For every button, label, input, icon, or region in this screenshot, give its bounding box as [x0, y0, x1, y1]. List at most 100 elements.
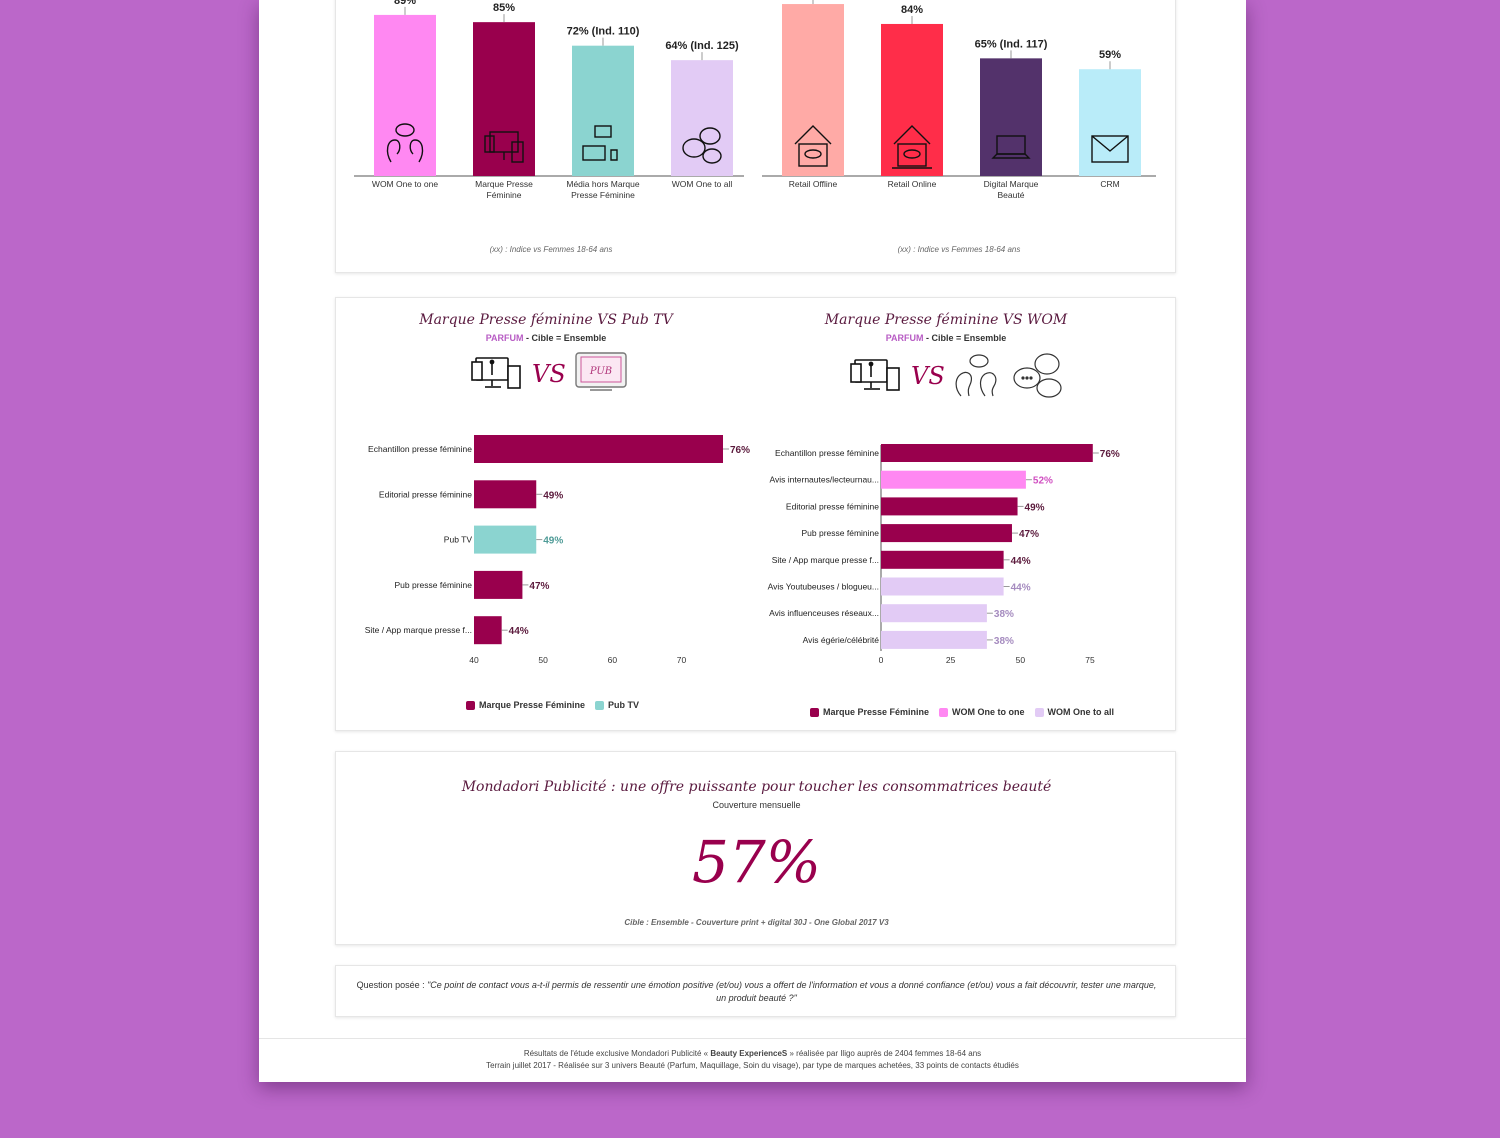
- hbar-group: Site / App marque presse f... 44%: [772, 550, 1031, 569]
- right-vs-text: VS: [911, 362, 945, 390]
- media-tv-like-icon: [582, 125, 618, 161]
- legend-label: Marque Presse Féminine: [823, 707, 930, 717]
- legend-item-marque-presse-feminine[interactable]: Marque Presse Féminine: [810, 707, 929, 717]
- hbar-group: Echantillon presse féminine 76%: [368, 435, 750, 463]
- right-chart-subtitle: PARFUM - Cible = Ensemble: [776, 333, 1116, 343]
- legend-label: Pub TV: [608, 700, 640, 710]
- hbar-group: Editorial presse féminine 49%: [786, 497, 1045, 516]
- value-label: 49%: [543, 536, 563, 547]
- left-header-icons: VS PUB: [471, 352, 627, 391]
- legend-label: WOM One to one: [952, 707, 1025, 717]
- category-label: Presse Féminine: [571, 190, 635, 200]
- left-legend: Marque Presse Féminine Pub TV: [466, 700, 639, 710]
- category-label: Féminine: [487, 190, 522, 200]
- x-tick-label: 25: [946, 655, 956, 665]
- legend-item-marque-presse-feminine[interactable]: Marque Presse Féminine: [466, 700, 585, 710]
- value-label: 84%: [901, 4, 923, 16]
- question-label: Question posée :: [356, 980, 428, 990]
- left-chart-title: Marque Presse féminine VS Pub TV: [419, 312, 673, 328]
- value-label: 64% (Ind. 125): [665, 40, 739, 52]
- value-label: 38%: [994, 636, 1014, 647]
- online-store-icon: [892, 125, 932, 169]
- hbar-group: Echantillon presse féminine 76%: [775, 444, 1120, 462]
- question-body: "Ce point de contact vous a-t-il permis …: [427, 980, 1157, 1003]
- category-label: Avis internautes/lecteurnau...: [770, 475, 879, 485]
- value-label: 65% (Ind. 117): [975, 38, 1048, 50]
- hbar-group: Avis influenceuses réseaux... 38%: [769, 604, 1014, 623]
- right-subtitle-rest: - Cible = Ensemble: [923, 333, 1007, 343]
- value-label: 72% (Ind. 110): [567, 26, 640, 38]
- legend-item-pub-tv[interactable]: Pub TV: [595, 700, 639, 710]
- category-label: Echantillon presse féminine: [775, 448, 879, 458]
- conversation-faces-icon: [955, 354, 997, 397]
- footer-line-2: Terrain juillet 2017 - Réalisée sur 3 un…: [486, 1061, 1019, 1070]
- category-label: Site / App marque presse f...: [772, 555, 879, 565]
- x-tick-label: 0: [879, 655, 884, 665]
- report-sheet: 89% WOM One to one 85% Marque Presse Féminin…: [259, 0, 1246, 1082]
- category-label: Pub TV: [444, 535, 473, 545]
- speech-bubbles-icon: [1013, 353, 1062, 398]
- x-tick-label: 60: [608, 655, 618, 665]
- bar-crm: [1079, 69, 1141, 176]
- category-label: WOM One to all: [672, 179, 733, 189]
- footer-line-1-bold: Beauty ExperienceS: [710, 1049, 788, 1058]
- hbar-echantillon-presse-feminine: [474, 435, 723, 463]
- bar-group-wom-one-to-one: 89% WOM One to one: [372, 0, 438, 189]
- value-label: 76%: [1100, 449, 1120, 460]
- category-label: Avis influenceuses réseaux...: [769, 608, 879, 618]
- coverage-card: Mondadori Publicité : une offre puissant…: [335, 751, 1176, 945]
- tv-pub-icon: PUB: [575, 352, 627, 391]
- category-label: WOM One to one: [372, 179, 438, 189]
- category-label: Avis Youtubeuses / blogueu...: [768, 582, 879, 592]
- bar-group-crm: 59% CRM: [1079, 49, 1141, 189]
- hbar-group: Pub TV 49%: [444, 525, 563, 554]
- x-tick-label: 50: [1016, 655, 1026, 665]
- category-label: Editorial presse féminine: [786, 501, 879, 511]
- category-label: Pub presse féminine: [395, 580, 473, 590]
- legend-swatch: [466, 700, 475, 710]
- hbar-editorial-presse-feminine: [474, 480, 537, 509]
- bar-group-retail-offline: 95%Retail Offline: [782, 0, 844, 189]
- category-label: Editorial presse féminine: [379, 489, 472, 499]
- legend-label: Marque Presse Féminine: [479, 700, 586, 710]
- footer-line-1-pre: Résultats de l'étude exclusive Mondadori…: [523, 1049, 711, 1058]
- value-label: 44%: [1011, 556, 1031, 567]
- coverage-value: 57%: [692, 828, 821, 896]
- value-label: 47%: [1019, 529, 1039, 540]
- legend-swatch: [939, 707, 949, 717]
- value-label: 49%: [1025, 502, 1045, 513]
- category-label: Marque Presse: [475, 179, 533, 189]
- bar-wom-one-to-all: [671, 60, 733, 176]
- x-tick-label: 40: [469, 655, 479, 665]
- category-label: Pub presse féminine: [802, 528, 880, 538]
- legend-item-wom-one-to-one[interactable]: WOM One to one: [939, 707, 1025, 717]
- top-left-note: (xx) : Indice vs Femmes 18-64 ans: [489, 245, 613, 254]
- question-card: Question posée : "Ce point de contact vo…: [335, 965, 1176, 1017]
- hbar-avis-youtubeuses-blogueu: [881, 577, 1004, 596]
- category-label: Retail Online: [888, 179, 937, 189]
- conversation-faces-icon: [386, 123, 424, 163]
- bar-retail-online: [881, 23, 943, 177]
- left-subtitle-accent: PARFUM: [485, 333, 524, 343]
- value-label: 44%: [509, 626, 529, 637]
- right-chart-title: Marque Presse féminine VS WOM: [824, 312, 1068, 328]
- hbar-group: Avis Youtubeuses / blogueu... 44%: [768, 577, 1031, 596]
- hbar-pub-presse-feminine: [474, 570, 523, 599]
- top-left-bar-chart: 89% WOM One to one 85% Marque PresseFéminin…: [354, 0, 744, 200]
- bar-marque-presse-feminine: [473, 22, 535, 177]
- hbar-pub-tv: [474, 525, 537, 554]
- right-horizontal-chart: 0 25 50 75 Echantillon presse féminine 76% Avi…: [768, 444, 1120, 665]
- bar-retail-offline: [782, 4, 844, 176]
- category-label: Avis égérie/célébrité: [803, 635, 880, 645]
- x-tick-label: 50: [538, 655, 548, 665]
- top-right-note: (xx) : Indice vs Femmes 18-64 ans: [897, 245, 1021, 254]
- left-chart-subtitle: PARFUM - Cible = Ensemble: [376, 333, 716, 343]
- hbar-group: Pub presse féminine 47%: [395, 570, 550, 599]
- value-label: 49%: [543, 490, 563, 501]
- category-label: Média hors Marque: [566, 179, 640, 189]
- footer-line-1-post: » réalisée par Iligo auprès de 2404 femm…: [787, 1049, 982, 1058]
- legend-item-wom-one-to-all[interactable]: WOM One to all: [1034, 707, 1114, 717]
- hbar-group: Editorial presse féminine 49%: [379, 480, 563, 509]
